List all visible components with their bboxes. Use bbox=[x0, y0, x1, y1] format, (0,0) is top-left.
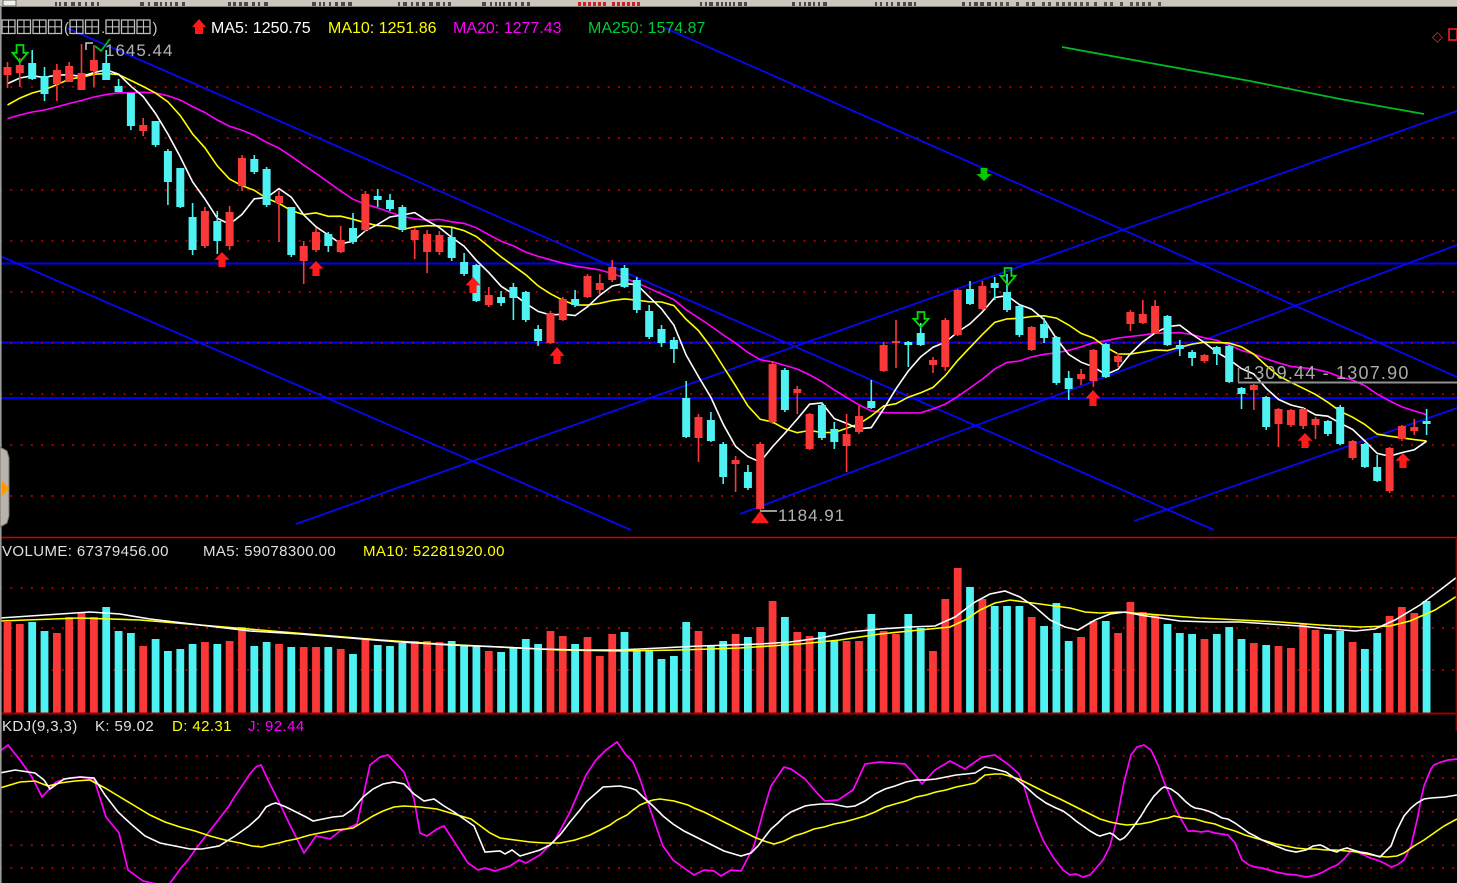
svg-text:◇: ◇ bbox=[1432, 28, 1443, 44]
svg-text:1309.44 - 1307.90: 1309.44 - 1307.90 bbox=[1243, 363, 1410, 383]
svg-text:MA10: 1251.86: MA10: 1251.86 bbox=[328, 20, 437, 37]
svg-text:J: 92.44: J: 92.44 bbox=[248, 718, 305, 735]
svg-text:D: 42.31: D: 42.31 bbox=[172, 718, 232, 735]
svg-text:.: . bbox=[101, 20, 105, 37]
svg-text:K: 59.02: K: 59.02 bbox=[95, 718, 154, 735]
svg-text:KDJ(9,3,3): KDJ(9,3,3) bbox=[2, 718, 78, 735]
svg-text:1645.44: 1645.44 bbox=[105, 41, 173, 60]
svg-text:VOLUME: 67379456.00: VOLUME: 67379456.00 bbox=[2, 543, 169, 560]
svg-text:(: ( bbox=[64, 20, 69, 37]
svg-text:1184.91: 1184.91 bbox=[778, 506, 845, 525]
svg-text:): ) bbox=[153, 20, 158, 37]
svg-text:MA5: 1250.75: MA5: 1250.75 bbox=[211, 20, 311, 37]
svg-text:MA250: 1574.87: MA250: 1574.87 bbox=[588, 20, 706, 37]
svg-text:MA20: 1277.43: MA20: 1277.43 bbox=[453, 20, 562, 37]
svg-text:MA10: 52281920.00: MA10: 52281920.00 bbox=[363, 543, 505, 560]
svg-text:MA5: 59078300.00: MA5: 59078300.00 bbox=[203, 543, 336, 560]
